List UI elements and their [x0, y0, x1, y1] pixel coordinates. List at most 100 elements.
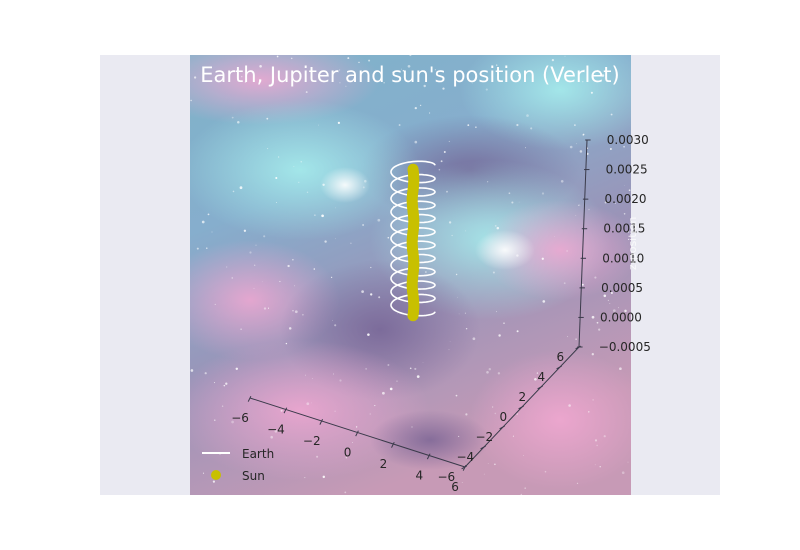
x-axis-tick	[426, 453, 431, 460]
star	[614, 202, 616, 205]
star	[298, 181, 300, 183]
star	[231, 116, 234, 119]
star	[263, 307, 267, 310]
star	[569, 145, 573, 149]
star	[321, 214, 324, 218]
star	[190, 99, 192, 102]
star	[214, 303, 216, 305]
star	[560, 179, 564, 183]
star	[518, 201, 520, 203]
star	[576, 143, 577, 145]
star	[369, 413, 371, 415]
star	[495, 64, 498, 66]
star	[440, 160, 443, 163]
star	[590, 91, 593, 94]
star	[241, 76, 243, 78]
star	[407, 64, 411, 68]
star	[512, 435, 514, 437]
star	[382, 391, 385, 395]
star	[243, 229, 247, 232]
star	[530, 127, 533, 130]
star	[503, 322, 505, 324]
star	[333, 373, 334, 375]
y-axis-tick-label: −6	[437, 470, 455, 484]
star	[498, 334, 501, 337]
star	[446, 190, 448, 193]
star	[594, 439, 598, 442]
star	[311, 402, 312, 404]
legend-sun-label: Sun	[242, 469, 265, 483]
star	[206, 247, 208, 249]
star	[610, 113, 613, 116]
star	[235, 367, 239, 371]
star	[442, 87, 445, 90]
star	[563, 282, 566, 285]
x-axis-tick	[355, 430, 359, 437]
star	[313, 268, 316, 270]
legend: Earth Sun	[202, 447, 274, 483]
star	[455, 394, 458, 397]
star	[496, 226, 500, 230]
star	[214, 419, 216, 421]
star	[231, 277, 233, 279]
star	[472, 337, 476, 341]
star	[488, 368, 491, 371]
star	[554, 236, 556, 237]
z-axis-tick-label: 0.0020	[605, 192, 647, 206]
z-axis-tick-label: −0.0005	[599, 340, 651, 354]
star	[458, 435, 460, 437]
star	[575, 338, 577, 340]
star	[396, 313, 398, 315]
star	[492, 406, 494, 408]
star	[597, 69, 599, 72]
star	[387, 364, 390, 366]
y-axis-tick	[518, 405, 524, 410]
star-field	[190, 55, 631, 495]
y-axis-tick-label: 4	[537, 370, 545, 384]
star	[416, 375, 420, 378]
star	[541, 257, 544, 260]
star	[536, 372, 539, 374]
star	[601, 74, 605, 77]
star	[487, 463, 489, 464]
z-axis-ticks: −0.0005 0.0000 0.0005 0.0010 0.0015 0.0020 0.0…	[577, 133, 651, 354]
star	[592, 399, 594, 401]
star	[596, 321, 599, 324]
star	[292, 259, 294, 261]
star	[392, 71, 394, 74]
star	[266, 117, 269, 120]
star	[581, 283, 584, 286]
star	[588, 208, 590, 211]
star	[261, 281, 263, 283]
x-axis-tick	[319, 418, 324, 425]
y-axis-tick	[499, 425, 505, 430]
star	[355, 426, 358, 428]
star	[582, 133, 585, 136]
star	[280, 409, 283, 412]
star	[551, 58, 555, 62]
y-axis-tick	[461, 465, 467, 470]
z-axis-tick-label: 0.0025	[606, 163, 648, 177]
star	[577, 204, 579, 206]
z-axis-label: z-position	[626, 217, 639, 270]
star	[263, 235, 266, 238]
star	[414, 140, 418, 144]
star	[226, 266, 228, 268]
star	[345, 456, 348, 459]
star	[240, 328, 242, 330]
star	[334, 324, 337, 327]
x-axis-tick-label: −2	[303, 434, 321, 448]
star	[429, 112, 431, 114]
star	[389, 387, 393, 391]
star	[485, 88, 488, 91]
star	[396, 380, 398, 382]
star	[434, 69, 437, 71]
star	[610, 292, 613, 294]
star	[461, 482, 463, 483]
z-axis-tick-label: 0.0005	[601, 281, 643, 295]
star	[374, 405, 376, 407]
star	[544, 470, 547, 473]
star	[516, 254, 519, 257]
star	[494, 225, 497, 227]
star	[438, 168, 441, 171]
